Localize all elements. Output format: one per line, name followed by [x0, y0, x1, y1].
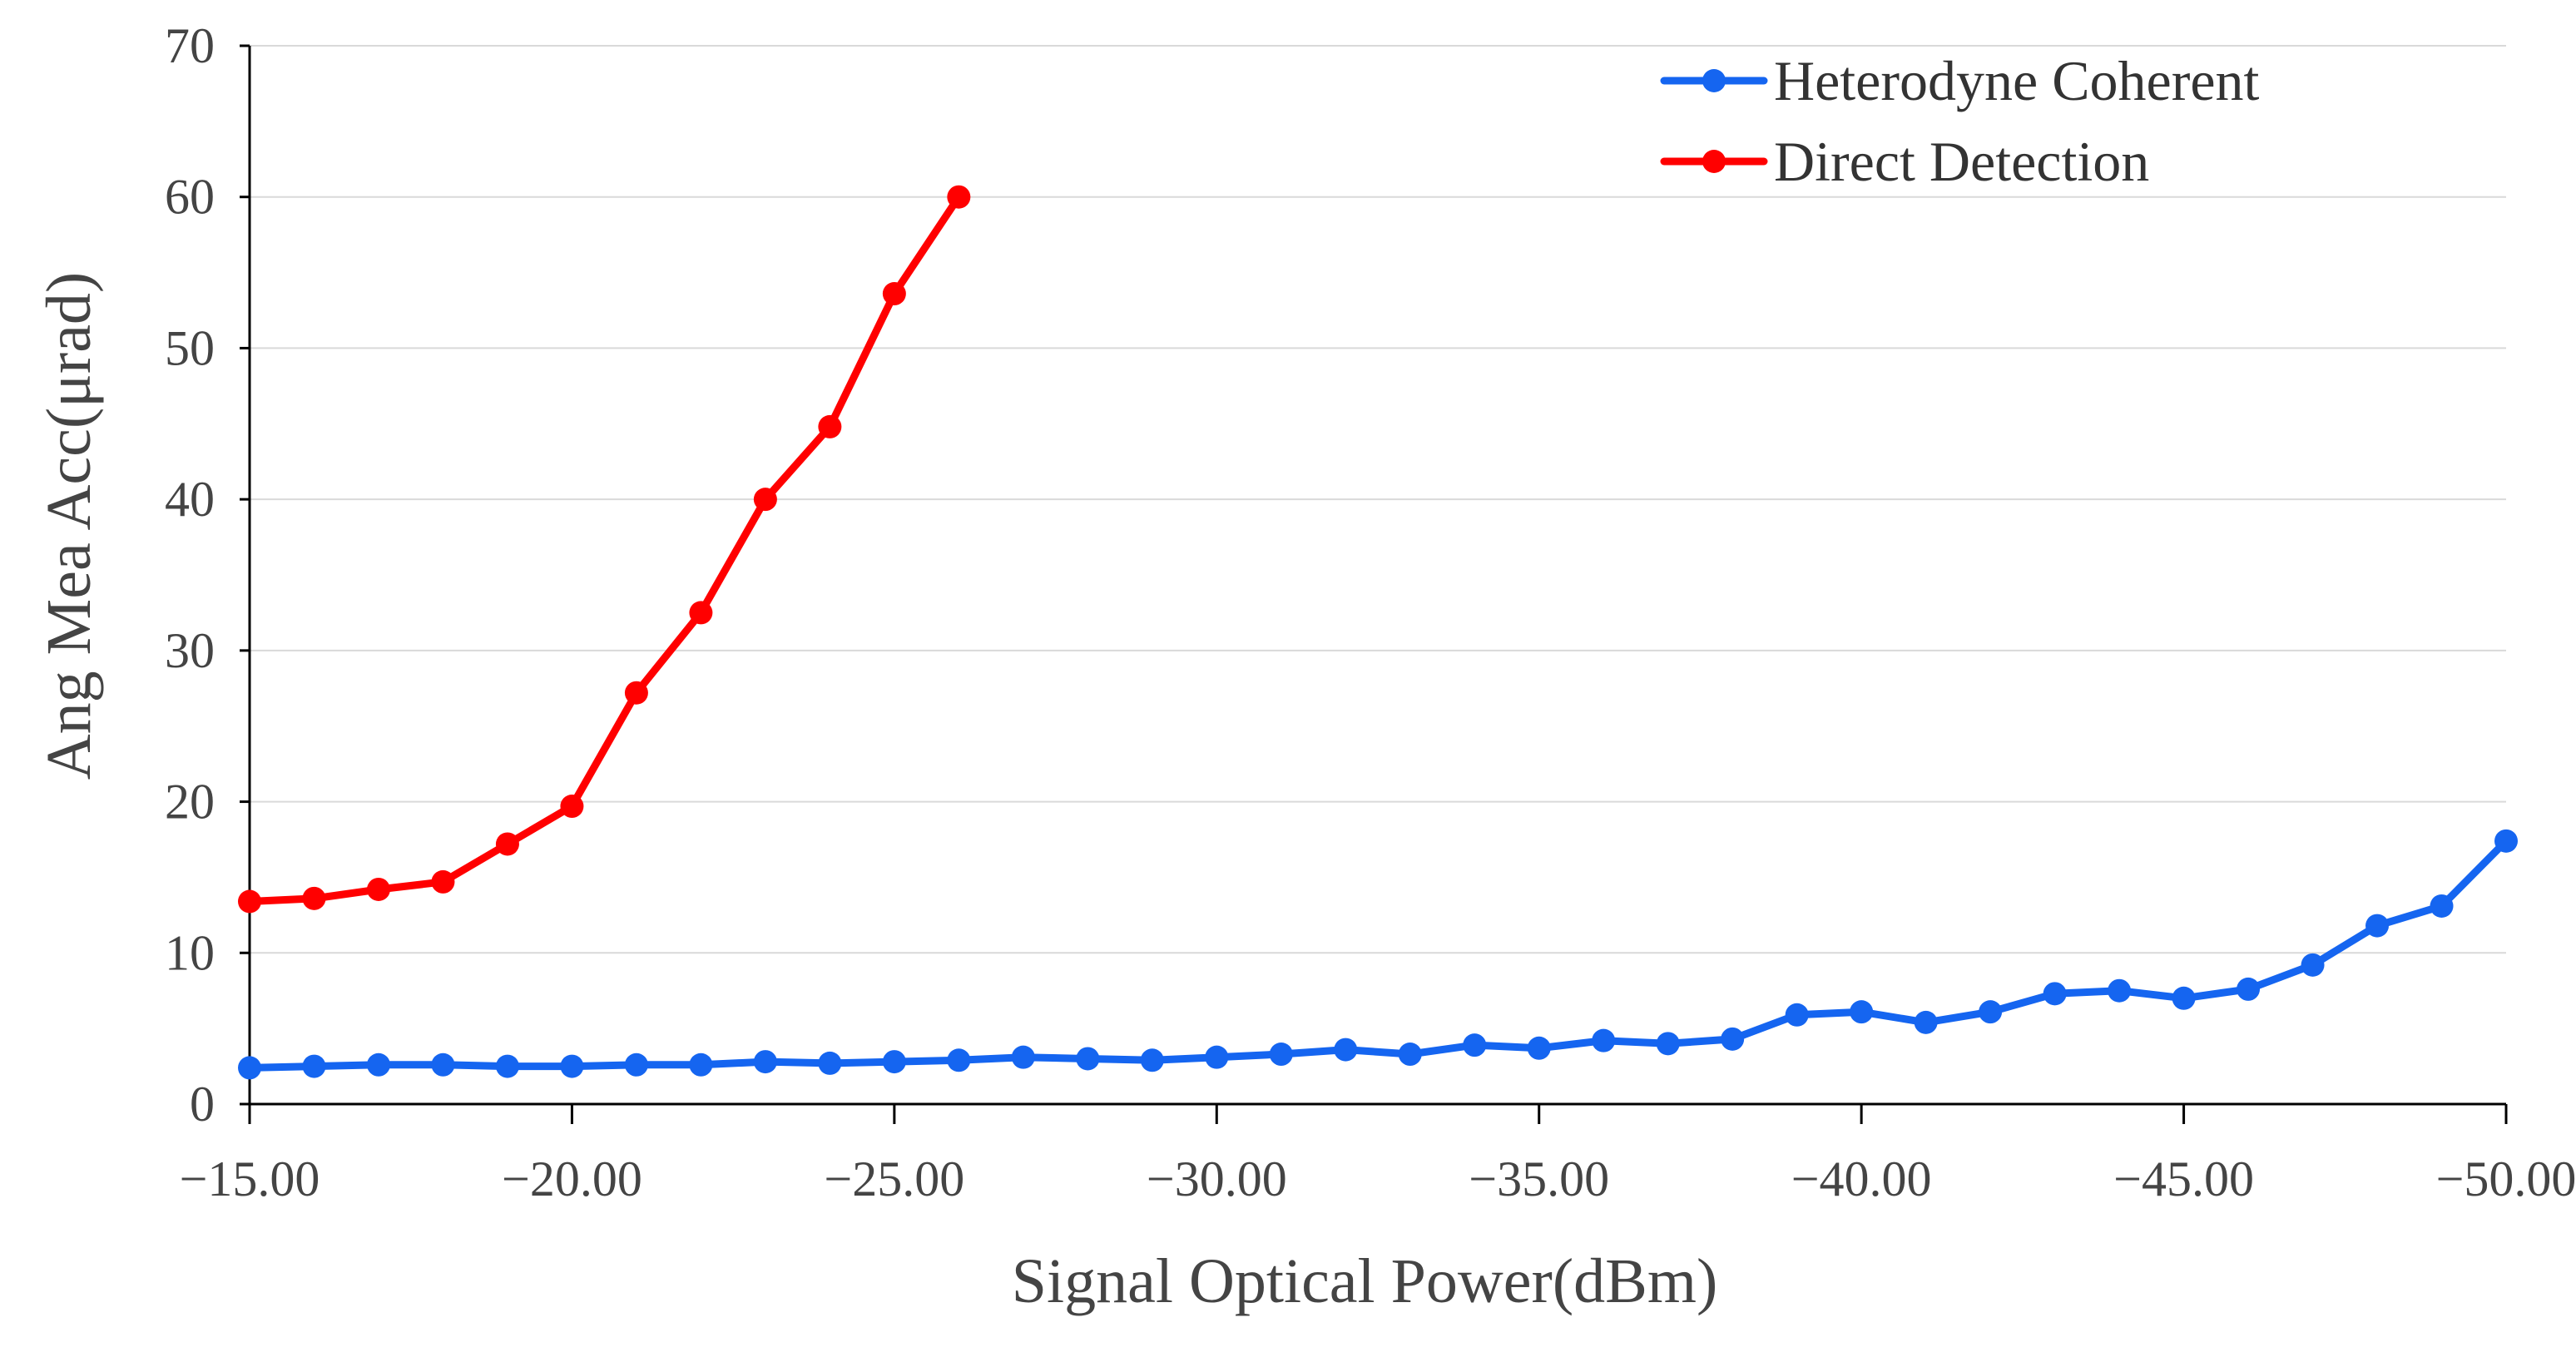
- data-point: [2237, 977, 2261, 1001]
- legend-label: Direct Detection: [1774, 130, 2149, 193]
- x-tick-label: −50.00: [2436, 1152, 2576, 1206]
- data-point: [882, 282, 906, 306]
- data-point: [624, 681, 648, 705]
- y-axis-title: Ang Mea Acc(μrad): [34, 272, 104, 780]
- y-tick-label: 50: [165, 320, 215, 375]
- data-point: [624, 1052, 648, 1077]
- series-line-1: [245, 837, 2510, 1072]
- x-tick-label: −20.00: [502, 1152, 642, 1206]
- data-point: [366, 877, 390, 901]
- x-tick-label: −15.00: [180, 1152, 320, 1206]
- data-point: [2301, 953, 2325, 977]
- data-point: [1011, 1045, 1035, 1069]
- data-point: [2430, 894, 2454, 918]
- data-point: [2043, 982, 2067, 1006]
- legend-label: Heterodyne Coherent: [1774, 49, 2260, 112]
- data-point: [2108, 978, 2132, 1003]
- legend: Heterodyne Coherent Direct Detection: [1660, 49, 2260, 193]
- data-point: [1979, 1000, 2003, 1024]
- y-tick-label: 60: [165, 170, 215, 225]
- data-point: [947, 185, 971, 209]
- data-point: [302, 1054, 326, 1078]
- data-point: [560, 795, 584, 819]
- y-tick-label: 20: [165, 775, 215, 830]
- data-point: [1785, 1003, 1809, 1027]
- data-point: [431, 869, 455, 894]
- series-layer: [238, 185, 2518, 1080]
- data-point: [431, 1052, 455, 1077]
- data-point: [818, 414, 842, 438]
- y-tick-label: 30: [165, 623, 215, 678]
- data-point: [495, 832, 519, 856]
- x-tick-label: −35.00: [1469, 1152, 1609, 1206]
- series-line-2: [245, 193, 963, 905]
- data-point: [1721, 1027, 1745, 1051]
- data-point: [2365, 914, 2390, 938]
- gridlines: [250, 45, 2506, 954]
- y-tick-label: 70: [165, 18, 215, 73]
- data-point: [238, 889, 261, 914]
- legend-marker: [1702, 150, 1726, 173]
- axes: 0 10 20 30 40 50 60 70 −15.00 −20.00 −25.00 −30.00 −…: [165, 18, 2576, 1206]
- data-point: [2172, 986, 2196, 1010]
- data-point: [882, 1050, 906, 1074]
- data-point: [1140, 1048, 1164, 1072]
- data-point: [753, 488, 777, 512]
- x-tick-label: −40.00: [1791, 1152, 1932, 1206]
- data-point: [753, 1050, 777, 1074]
- data-point: [947, 1048, 971, 1072]
- data-point: [495, 1054, 519, 1078]
- data-point: [689, 601, 713, 625]
- data-point: [1850, 1000, 1874, 1024]
- data-point: [1076, 1047, 1100, 1071]
- x-tick-label: −30.00: [1147, 1152, 1287, 1206]
- data-point: [238, 1056, 261, 1080]
- data-point: [1398, 1043, 1422, 1067]
- x-tick-label: −25.00: [824, 1152, 964, 1206]
- x-axis-title: Signal Optical Power(dBm): [1012, 1246, 1718, 1316]
- data-point: [1269, 1043, 1293, 1067]
- data-point: [1592, 1028, 1616, 1052]
- y-tick-label: 40: [165, 472, 215, 527]
- y-tick-label: 10: [165, 925, 215, 980]
- legend-marker: [1702, 69, 1726, 92]
- data-point: [1656, 1032, 1680, 1056]
- x-tick-label: −45.00: [2113, 1152, 2254, 1206]
- data-point: [366, 1052, 390, 1077]
- data-point: [1205, 1045, 1229, 1069]
- data-point: [818, 1051, 842, 1075]
- data-point: [302, 886, 326, 910]
- y-tick-label: 0: [190, 1077, 215, 1132]
- data-point: [1527, 1036, 1551, 1060]
- data-point: [1463, 1033, 1487, 1057]
- data-point: [1914, 1010, 1938, 1034]
- data-point: [689, 1052, 713, 1077]
- data-point: [1334, 1038, 1358, 1062]
- data-point: [2494, 829, 2518, 853]
- data-point: [560, 1054, 584, 1078]
